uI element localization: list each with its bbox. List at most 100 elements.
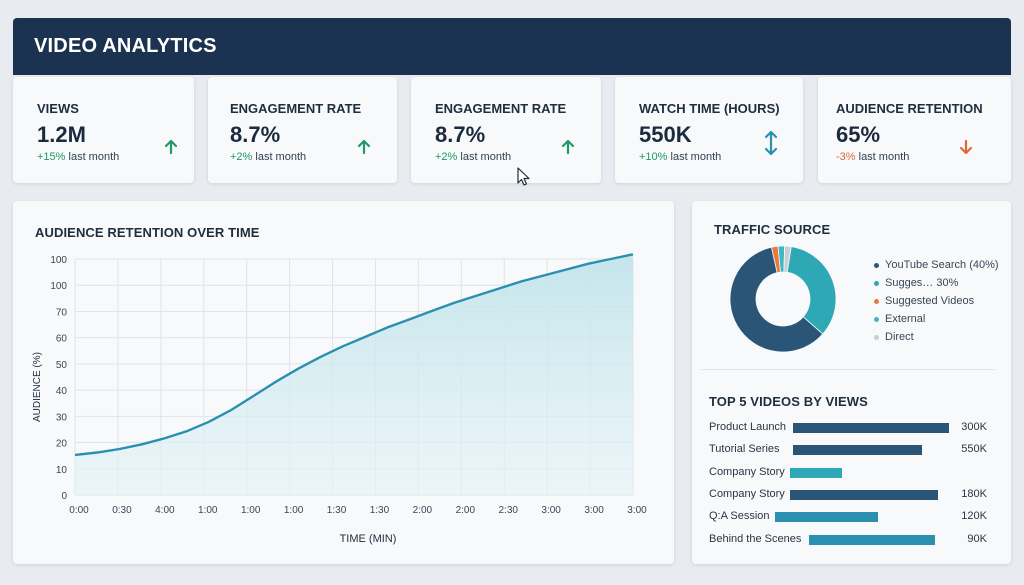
- top-video-row[interactable]: Company Story 180K: [709, 486, 994, 504]
- retention-area-fill: [75, 254, 633, 495]
- top-videos-title: TOP 5 VIDEOS BY VIEWS: [709, 394, 868, 409]
- kpi-delta-pct: +15%: [37, 151, 66, 163]
- retention-line: [74, 253, 634, 457]
- x-tick-label: 1:00: [284, 505, 304, 516]
- up-arrow-icon: [558, 135, 578, 159]
- legend-item-suggested-videos[interactable]: Suggested Videos: [874, 295, 974, 307]
- kpi-delta: -3% last month: [836, 151, 909, 163]
- views-bar: [775, 512, 878, 523]
- views-bar: [809, 534, 935, 545]
- kpi-card-views[interactable]: VIEWS 1.2M +15% last month: [13, 77, 194, 183]
- y-tick-label: 50: [56, 360, 68, 371]
- top-video-row[interactable]: Company Story: [709, 464, 994, 482]
- kpi-delta: +2% last month: [230, 151, 306, 163]
- retention-area-chart: 0 10 20 30 40 50 60 70 100 100 0:00 0:30 4:00 1:00 1:0…: [32, 253, 647, 545]
- traffic-donut-chart: [729, 245, 837, 353]
- top-video-row[interactable]: Product Launch 300K: [709, 419, 994, 437]
- kpi-label: ENGAGEMENT RATE: [230, 101, 362, 116]
- top-video-row[interactable]: Tutorial Series 550K: [709, 441, 994, 459]
- x-tick-label: 0:00: [69, 505, 89, 516]
- x-tick-label: 1:00: [198, 505, 218, 516]
- kpi-value: 8.7%: [435, 122, 486, 147]
- kpi-value: 550K: [639, 122, 692, 147]
- retention-chart-title: AUDIENCE RETENTION OVER TIME: [35, 225, 260, 240]
- kpi-delta-text: last month: [65, 151, 120, 163]
- y-axis-label: AUDIENCE (%): [32, 352, 43, 422]
- kpi-delta: +10% last month: [639, 151, 721, 163]
- kpi-label: VIEWS: [37, 101, 79, 116]
- x-tick-label: 3:00: [541, 505, 561, 516]
- kpi-delta: +2% last month: [435, 151, 511, 163]
- kpi-delta-pct: +2%: [435, 151, 458, 163]
- down-arrow-icon: [956, 135, 976, 159]
- top-video-row[interactable]: Q:A Session 120K: [709, 508, 994, 526]
- video-title: Company Story: [709, 465, 785, 478]
- kpi-value: 65%: [836, 122, 881, 147]
- views-bar: [790, 467, 842, 478]
- legend-item-youtube-search[interactable]: YouTube Search (40%): [874, 259, 999, 271]
- kpi-card-engagement[interactable]: ENGAGEMENT RATE 8.7% +2% last month: [208, 77, 397, 183]
- legend-item-suggested[interactable]: Sugges… 30%: [874, 277, 958, 289]
- x-tick-label: 2:00: [456, 505, 476, 516]
- x-tick-label: 1:00: [241, 505, 261, 516]
- views-value: 300K: [961, 421, 987, 433]
- legend-dot: [874, 262, 879, 268]
- kpi-card-retention[interactable]: AUDIENCE RETENTION 65% -3% last month: [818, 77, 1011, 183]
- y-tick-label: 100: [50, 281, 67, 292]
- y-tick-label: 100: [50, 255, 67, 266]
- legend-label: YouTube Search (40%): [885, 259, 999, 271]
- views-value: 550K: [961, 443, 987, 456]
- legend-dot: [874, 298, 879, 304]
- views-value: 180K: [961, 487, 987, 500]
- kpi-delta-pct: +10%: [639, 151, 668, 163]
- legend-label: Sugges… 30%: [885, 277, 959, 289]
- page-title: VIDEO ANALYTICS: [34, 35, 217, 57]
- y-tick-label: 0: [61, 491, 67, 502]
- kpi-delta-text: last month: [252, 151, 307, 163]
- x-tick-label: 3:00: [584, 505, 604, 516]
- legend-label: External: [885, 313, 926, 325]
- views-bar: [793, 423, 949, 433]
- x-tick-label: 3:00: [627, 505, 647, 516]
- video-title: Company Story: [709, 487, 785, 500]
- kpi-card-watch-time[interactable]: WATCH TIME (HOURS) 550K +10% last month: [615, 77, 803, 183]
- kpi-label: ENGAGEMENT RATE: [435, 101, 567, 116]
- x-tick-label: 0:30: [112, 505, 132, 516]
- donut-slice: [729, 246, 824, 353]
- legend-label: Suggested Videos: [885, 295, 975, 307]
- video-title: Behind the Scenes: [709, 532, 802, 545]
- legend-label: Direct: [885, 331, 914, 343]
- y-tick-label: 60: [56, 334, 68, 345]
- legend-dot: [874, 334, 879, 340]
- traffic-source-title: TRAFFIC SOURCE: [714, 222, 831, 237]
- kpi-card-engagement-2[interactable]: ENGAGEMENT RATE 8.7% +2% last month: [411, 77, 601, 183]
- kpi-delta-text: last month: [457, 151, 512, 163]
- views-bar: [793, 445, 922, 456]
- views-value: 120K: [961, 510, 987, 523]
- legend-item-direct[interactable]: Direct: [874, 331, 914, 343]
- kpi-delta-text: last month: [855, 151, 910, 163]
- top-video-row[interactable]: Behind the Scenes 90K: [709, 531, 994, 549]
- mouse-pointer-icon: [517, 167, 531, 192]
- views-value: 90K: [967, 532, 987, 545]
- x-axis-label: TIME (MIN): [340, 533, 397, 545]
- donut-slice: [786, 246, 837, 335]
- legend-dot: [874, 316, 879, 322]
- up-arrow-icon: [161, 135, 181, 159]
- kpi-value: 1.2M: [37, 122, 86, 147]
- x-tick-label: 1:30: [370, 505, 390, 516]
- dashboard-header: VIDEO ANALYTICS: [13, 18, 1011, 75]
- up-arrow-icon: [354, 135, 374, 159]
- video-title: Q:A Session: [709, 510, 770, 523]
- section-divider: [700, 369, 996, 370]
- up-down-arrow-icon: [761, 130, 781, 156]
- kpi-delta: +15% last month: [37, 151, 119, 163]
- kpi-value: 8.7%: [230, 122, 281, 147]
- y-tick-label: 20: [56, 439, 68, 450]
- video-title: Product Launch: [709, 421, 787, 433]
- kpi-delta-pct: +2%: [230, 151, 253, 163]
- legend-item-external[interactable]: External: [874, 313, 925, 325]
- views-bar: [790, 489, 938, 500]
- kpi-label: AUDIENCE RETENTION: [836, 101, 983, 116]
- kpi-delta-text: last month: [667, 151, 722, 163]
